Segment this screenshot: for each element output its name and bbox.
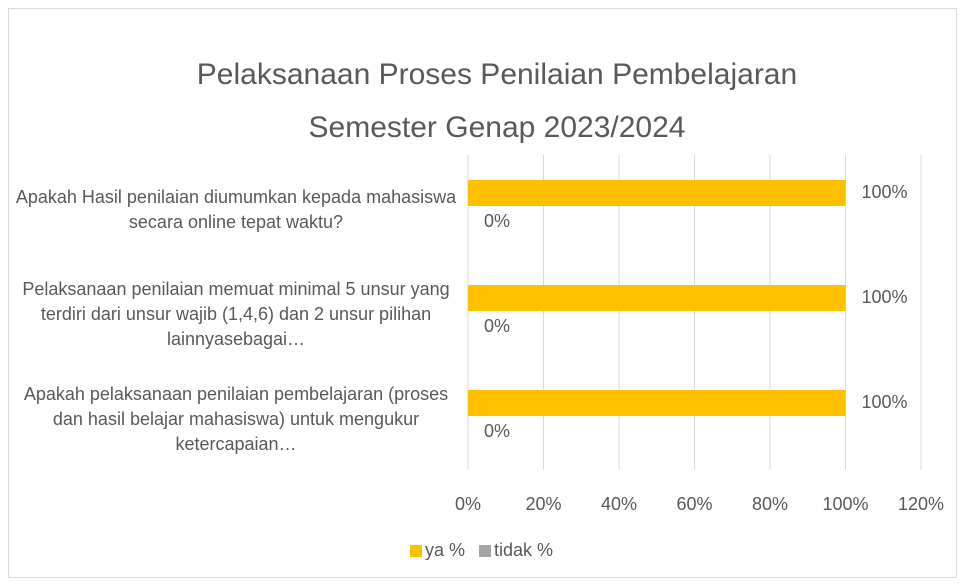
bar — [468, 390, 846, 416]
category-label: Apakah pelaksanaan penilaian pembelajara… — [23, 384, 449, 454]
data-label: 0% — [484, 316, 510, 336]
data-label: 100% — [862, 182, 908, 202]
x-tick-label: 100% — [822, 494, 868, 514]
category-label: Apakah Hasil penilaian diumumkan kepada … — [15, 186, 457, 232]
legend-swatch — [410, 545, 422, 557]
x-tick-label: 0% — [455, 494, 481, 514]
x-tick-label: 80% — [752, 494, 788, 514]
legend-label: tidak % — [494, 540, 553, 560]
x-tick-label: 120% — [898, 494, 944, 514]
bar — [468, 285, 846, 311]
x-tick-label: 60% — [676, 494, 712, 514]
legend-swatch — [479, 545, 492, 557]
legend-label: ya % — [425, 540, 465, 560]
data-label: 0% — [484, 421, 510, 441]
x-tick-label: 20% — [525, 494, 561, 514]
bar — [468, 180, 846, 206]
chart-title: Pelaksanaan Proses Penilaian Pembelajara… — [197, 58, 797, 91]
data-label: 100% — [862, 287, 908, 307]
category-label: Pelaksanaan penilaian memuat minimal 5 u… — [22, 279, 450, 349]
chart-title: Semester Genap 2023/2024 — [309, 111, 686, 144]
data-label: 100% — [862, 392, 908, 412]
x-tick-label: 40% — [601, 494, 637, 514]
data-label: 0% — [484, 211, 510, 231]
